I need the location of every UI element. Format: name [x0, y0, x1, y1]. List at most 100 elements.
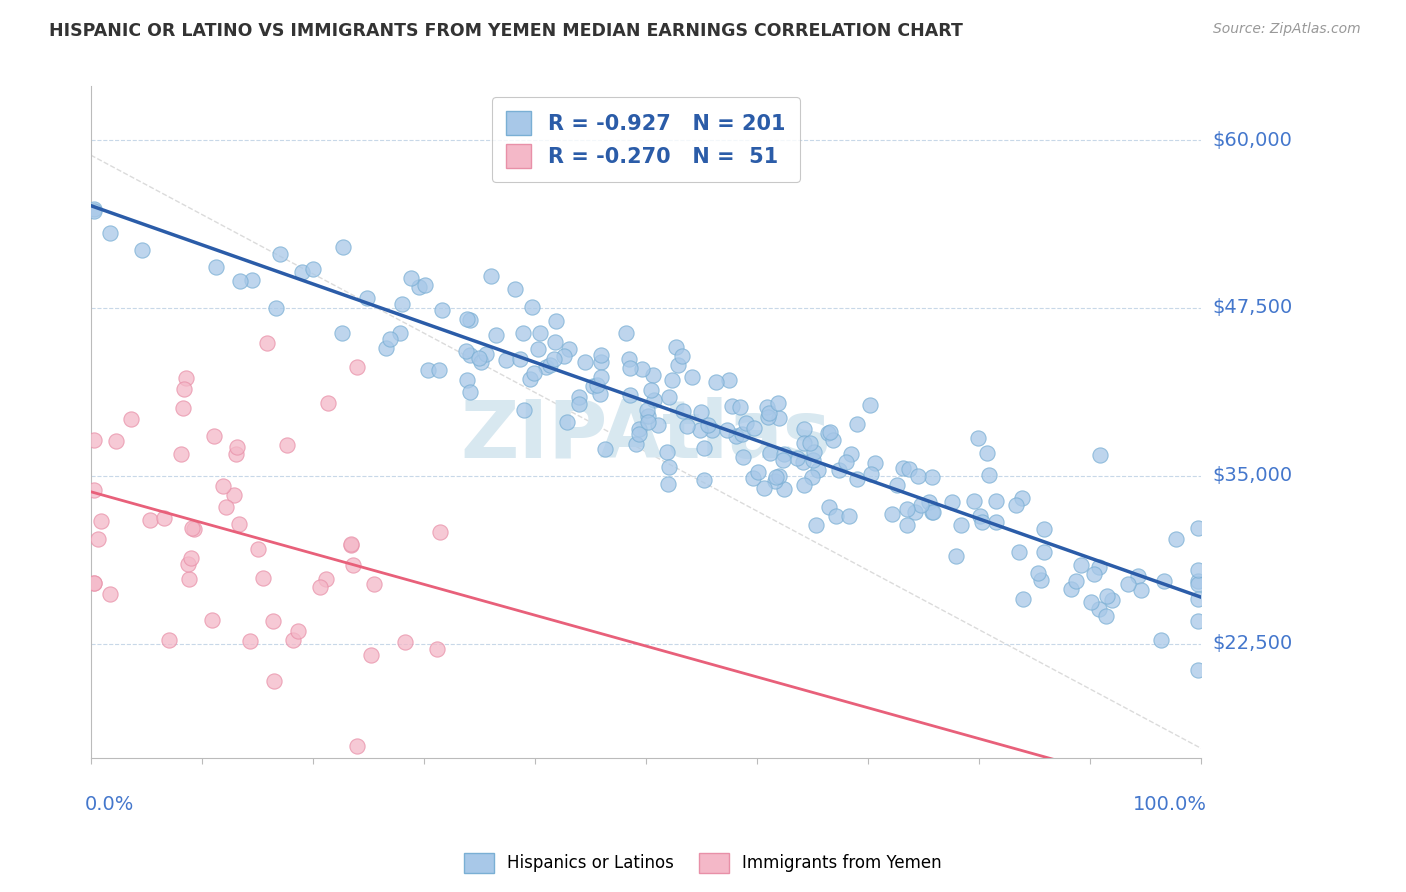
- Point: [291, 265, 314, 279]
- Point: [803, 445, 825, 459]
- Point: [332, 326, 354, 340]
- Point: [332, 240, 354, 254]
- Point: [139, 513, 162, 527]
- Point: [205, 260, 228, 275]
- Point: [772, 453, 794, 467]
- Point: [706, 376, 728, 390]
- Point: [558, 342, 581, 356]
- Point: [1153, 574, 1175, 588]
- Point: [467, 351, 489, 366]
- Point: [1033, 522, 1056, 536]
- Point: [83, 203, 105, 218]
- Point: [430, 302, 453, 317]
- Text: ZIPAtlas: ZIPAtlas: [461, 397, 831, 475]
- Point: [657, 477, 679, 491]
- Point: [817, 425, 839, 440]
- Point: [215, 500, 238, 515]
- Point: [755, 400, 778, 414]
- Point: [256, 335, 278, 350]
- Point: [631, 361, 654, 376]
- Point: [180, 521, 202, 535]
- Point: [765, 470, 787, 484]
- Point: [170, 447, 193, 461]
- Point: [792, 455, 814, 469]
- Point: [479, 268, 502, 283]
- Point: [456, 311, 478, 326]
- Point: [105, 434, 128, 448]
- Point: [758, 406, 780, 420]
- Point: [628, 427, 651, 442]
- Point: [1095, 609, 1118, 624]
- Point: [969, 509, 991, 524]
- Point: [534, 360, 557, 375]
- Point: [800, 469, 823, 483]
- Point: [157, 633, 180, 648]
- Point: [458, 312, 481, 326]
- Point: [346, 739, 368, 754]
- Point: [378, 332, 401, 346]
- Point: [586, 377, 609, 392]
- Point: [568, 397, 591, 411]
- Point: [582, 378, 605, 392]
- Point: [394, 635, 416, 649]
- Point: [1011, 592, 1033, 607]
- Point: [589, 348, 612, 362]
- Point: [803, 453, 825, 467]
- Point: [759, 446, 782, 460]
- Point: [520, 300, 543, 314]
- Point: [896, 501, 918, 516]
- Point: [676, 419, 699, 434]
- Text: $60,000: $60,000: [1212, 130, 1292, 150]
- Point: [766, 396, 789, 410]
- Text: 0.0%: 0.0%: [86, 795, 135, 814]
- Point: [818, 500, 841, 514]
- Point: [1080, 595, 1102, 609]
- Point: [593, 442, 616, 457]
- Point: [485, 327, 508, 342]
- Point: [495, 353, 517, 368]
- Point: [269, 247, 291, 261]
- Point: [174, 371, 197, 385]
- Point: [1083, 566, 1105, 581]
- Point: [756, 409, 779, 424]
- Point: [921, 505, 943, 519]
- Point: [98, 587, 121, 601]
- Point: [281, 632, 304, 647]
- Point: [845, 472, 868, 486]
- Point: [693, 473, 716, 487]
- Point: [239, 634, 262, 648]
- Point: [671, 349, 693, 363]
- Point: [555, 415, 578, 429]
- Point: [339, 537, 361, 551]
- Point: [1060, 582, 1083, 596]
- Point: [266, 301, 288, 316]
- Point: [891, 460, 914, 475]
- Point: [177, 558, 200, 572]
- Point: [768, 468, 790, 483]
- Point: [733, 450, 755, 464]
- Point: [716, 423, 738, 437]
- Point: [589, 387, 612, 401]
- Point: [342, 558, 364, 572]
- Point: [529, 326, 551, 340]
- Point: [820, 425, 842, 439]
- Point: [661, 373, 683, 387]
- Point: [772, 482, 794, 496]
- Point: [87, 532, 110, 546]
- Point: [83, 434, 105, 448]
- Point: [941, 495, 963, 509]
- Point: [346, 359, 368, 374]
- Text: $35,000: $35,000: [1212, 467, 1292, 485]
- Point: [1187, 663, 1209, 677]
- Text: 100.0%: 100.0%: [1133, 795, 1206, 814]
- Point: [696, 418, 718, 433]
- Point: [512, 326, 534, 340]
- Point: [1164, 532, 1187, 546]
- Point: [643, 393, 665, 408]
- Point: [786, 450, 808, 465]
- Point: [339, 539, 361, 553]
- Point: [1088, 601, 1111, 615]
- Point: [1064, 574, 1087, 589]
- Point: [628, 422, 651, 436]
- Point: [824, 509, 846, 524]
